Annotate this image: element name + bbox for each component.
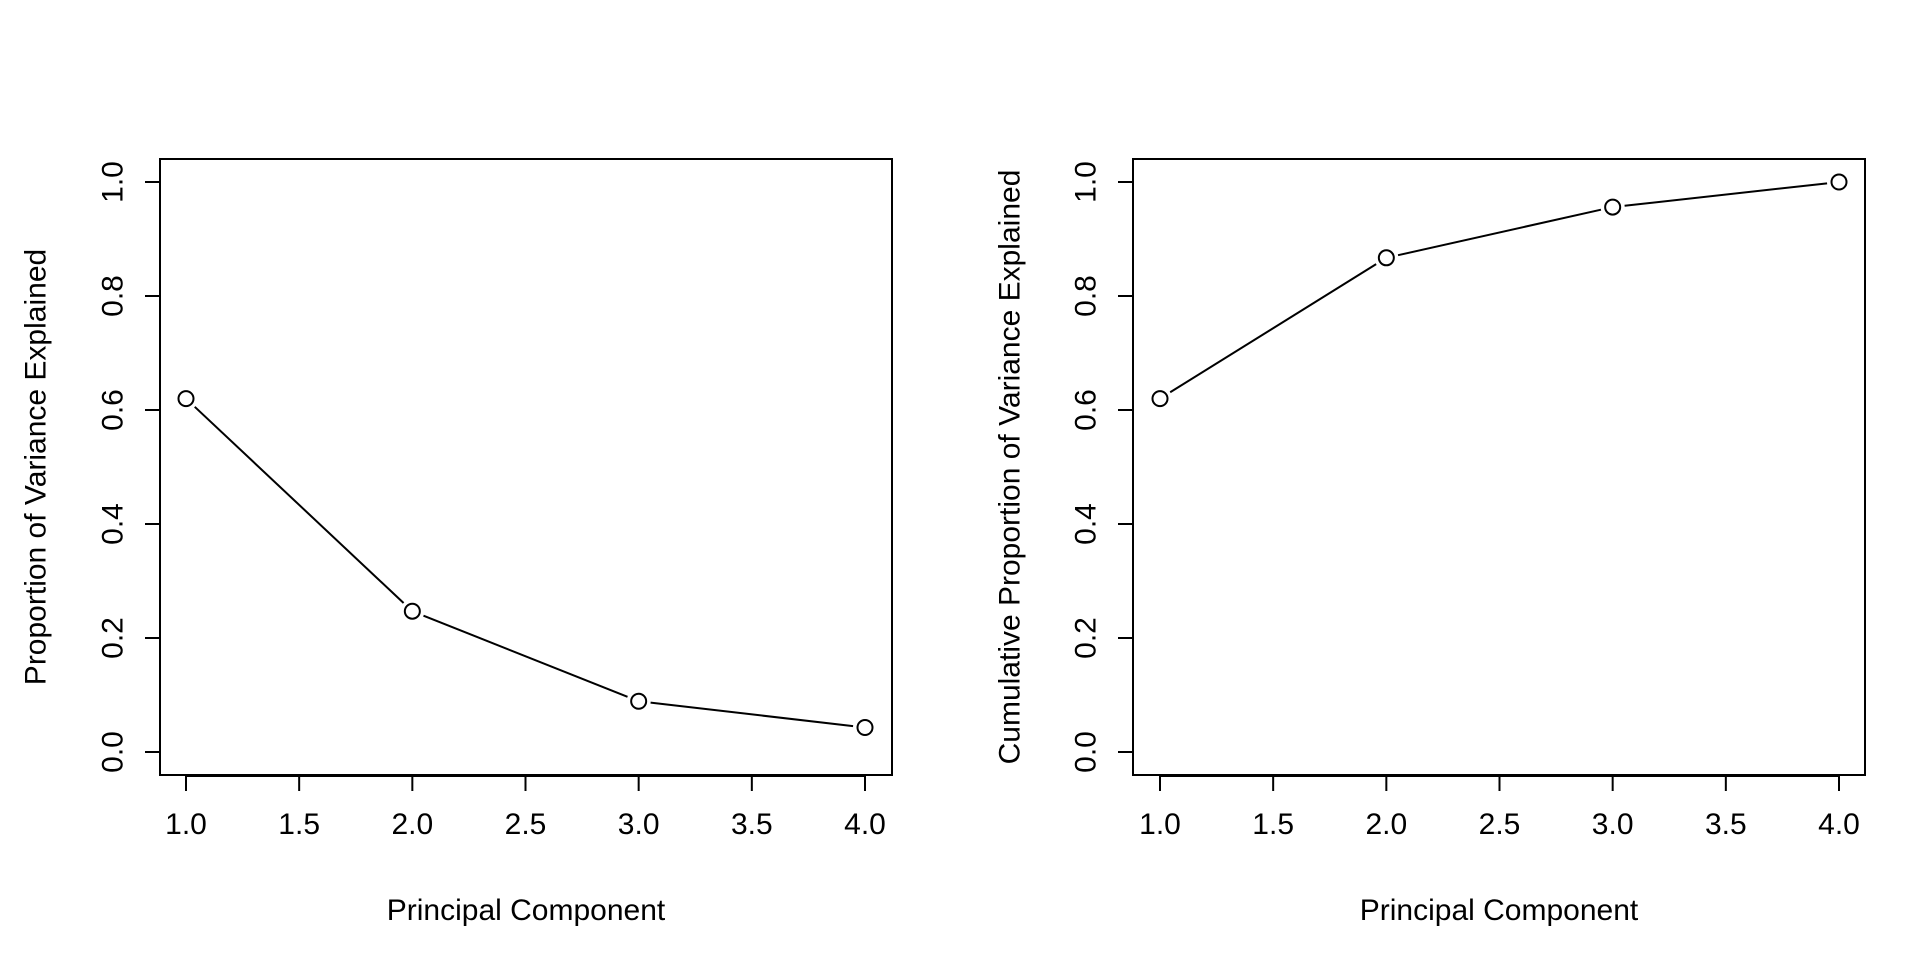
data-point: [1830, 173, 1848, 191]
y-tick-label: 0.6: [97, 389, 130, 431]
x-tick-label: 1.5: [278, 808, 320, 841]
data-point: [403, 602, 421, 620]
data-point: [856, 718, 874, 736]
data-point: [1604, 198, 1622, 216]
x-tick-label: 2.0: [391, 808, 433, 841]
data-point: [630, 692, 648, 710]
x-axis-title: Principal Component: [387, 894, 666, 927]
x-tick-label: 2.5: [505, 808, 547, 841]
series-line-segment: [1624, 182, 1828, 207]
y-axis-title: Proportion of Variance Explained: [20, 249, 53, 685]
chart-panel-variance: 1.0 1.5 2.0 2.5 3.0 3.5 4.0 0.0 0.2 0.4 0.6 0.8 1.0 P…: [20, 158, 893, 927]
y-tick-label: 0.4: [1070, 503, 1103, 545]
y-tick-label: 0.0: [1070, 731, 1103, 773]
x-tick-label: 1.0: [1139, 808, 1181, 841]
x-axis-title: Principal Component: [1360, 894, 1639, 927]
x-tick-label: 3.5: [731, 808, 773, 841]
series-line-segment: [650, 701, 854, 728]
x-tick-label: 3.0: [618, 808, 660, 841]
y-tick-label: 0.6: [1070, 389, 1103, 431]
y-tick-label: 1.0: [97, 161, 130, 203]
data-point: [1151, 390, 1169, 408]
x-tick-label: 2.0: [1365, 808, 1407, 841]
x-tick-label: 4.0: [1818, 808, 1860, 841]
y-axis-title: Cumulative Proportion of Variance Explai…: [994, 170, 1027, 765]
chart-panel-cumulative-variance: 1.0 1.5 2.0 2.5 3.0 3.5 4.0 0.0 0.2 0.4 0.6 0.8 1.0 P…: [994, 158, 1866, 927]
y-tick-label: 0.8: [97, 275, 130, 317]
y-tick-label: 0.4: [97, 503, 130, 545]
y-tick-label: 0.0: [97, 731, 130, 773]
x-tick-label: 3.5: [1705, 808, 1747, 841]
y-tick-label: 0.2: [97, 617, 130, 659]
x-tick-label: 2.5: [1479, 808, 1521, 841]
x-tick-label: 3.0: [1592, 808, 1634, 841]
plot-frame: [159, 158, 893, 776]
series-line-segment: [423, 614, 628, 698]
x-tick-label: 1.0: [165, 808, 207, 841]
x-tick-label: 4.0: [844, 808, 886, 841]
plot-frame: [1132, 158, 1866, 776]
y-tick-label: 1.0: [1070, 161, 1103, 203]
data-point: [177, 390, 195, 408]
y-tick-label: 0.8: [1070, 275, 1103, 317]
y-tick-label: 0.2: [1070, 617, 1103, 659]
x-tick-label: 1.5: [1252, 808, 1294, 841]
series-line-segment: [1169, 263, 1377, 394]
series-line-segment: [1397, 208, 1602, 257]
data-point: [1377, 249, 1395, 267]
series-line-segment: [194, 406, 405, 604]
